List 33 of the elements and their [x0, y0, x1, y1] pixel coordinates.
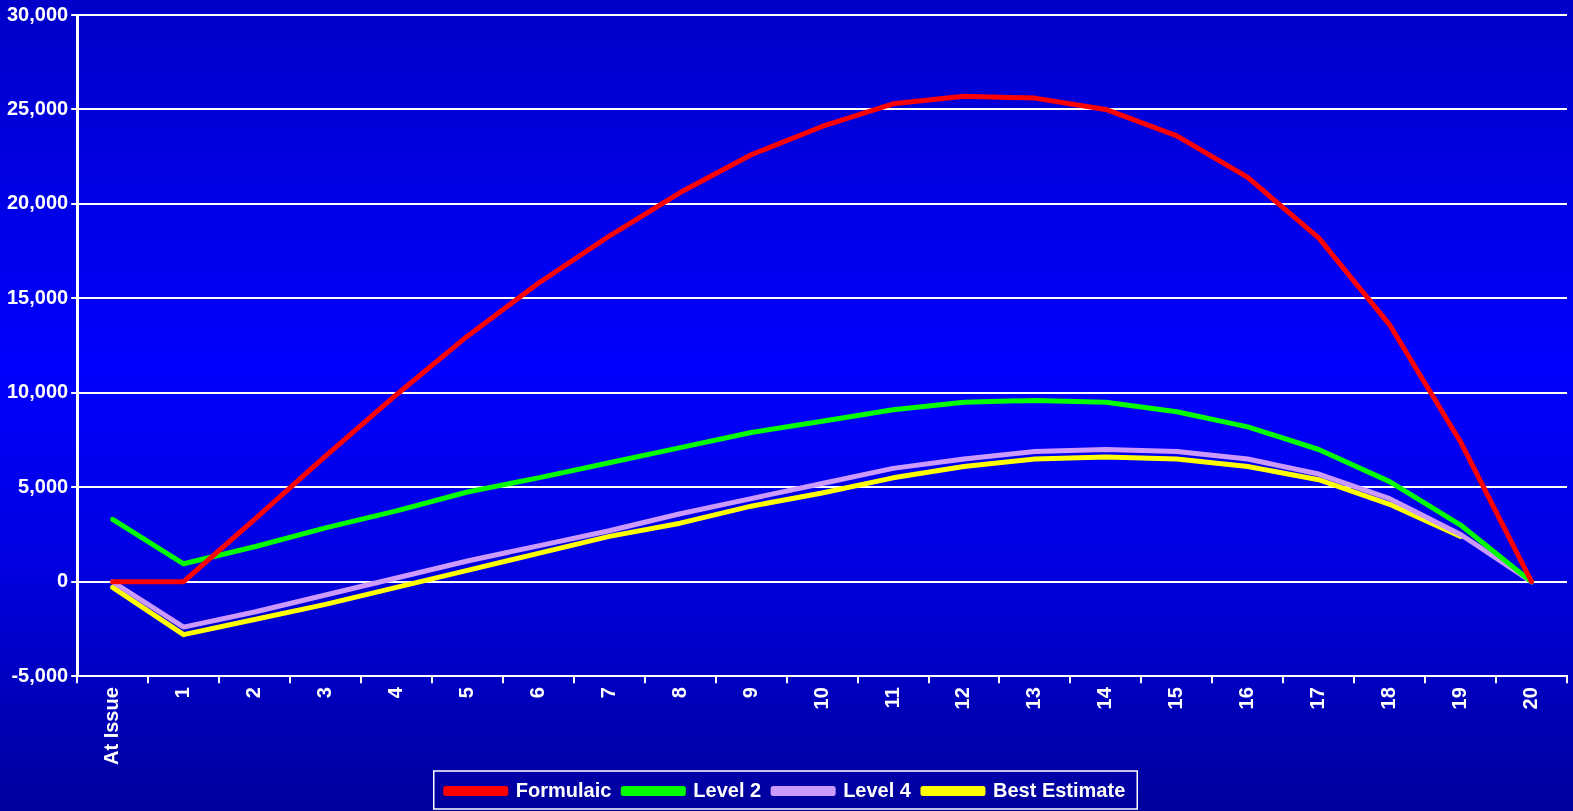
- x-tick-label: 18: [1377, 687, 1400, 710]
- y-tick-label: 15,000: [7, 285, 69, 308]
- y-tick-label: 30,000: [7, 2, 69, 25]
- x-tick-label: 1: [171, 687, 194, 699]
- legend-label: Level 4: [843, 778, 912, 801]
- y-tick-label: 20,000: [7, 191, 69, 214]
- x-tick-label: 6: [525, 687, 548, 699]
- legend-label: Best Estimate: [992, 778, 1126, 801]
- x-tick-label: 5: [454, 687, 477, 699]
- x-tick-label: 12: [951, 687, 974, 710]
- y-tick-label: -5,000: [11, 663, 69, 686]
- x-tick-label: 13: [1022, 687, 1045, 710]
- x-tick-label: 20: [1519, 687, 1542, 710]
- x-tick-label: 11: [880, 687, 903, 709]
- y-tick-label: 0: [57, 569, 69, 592]
- legend-label: Level 2: [693, 778, 762, 801]
- x-tick-label: 17: [1306, 687, 1329, 710]
- x-tick-label: 7: [596, 687, 619, 699]
- legend-label: Formulaic: [515, 778, 612, 801]
- x-tick-label: 8: [667, 687, 690, 699]
- y-tick-label: 25,000: [7, 96, 69, 119]
- x-tick-label: 9: [738, 687, 761, 699]
- x-tick-label: 4: [383, 686, 406, 699]
- x-tick-label: At Issue: [100, 687, 123, 766]
- x-tick-label: 19: [1448, 687, 1471, 710]
- x-tick-label: 14: [1093, 686, 1116, 710]
- y-tick-label: 10,000: [7, 380, 69, 403]
- x-tick-label: 3: [312, 687, 335, 699]
- x-tick-label: 10: [809, 687, 832, 710]
- x-tick-label: 2: [242, 687, 265, 699]
- x-tick-label: 16: [1235, 687, 1258, 710]
- x-tick-label: 15: [1164, 687, 1187, 710]
- y-tick-label: 5,000: [18, 474, 69, 497]
